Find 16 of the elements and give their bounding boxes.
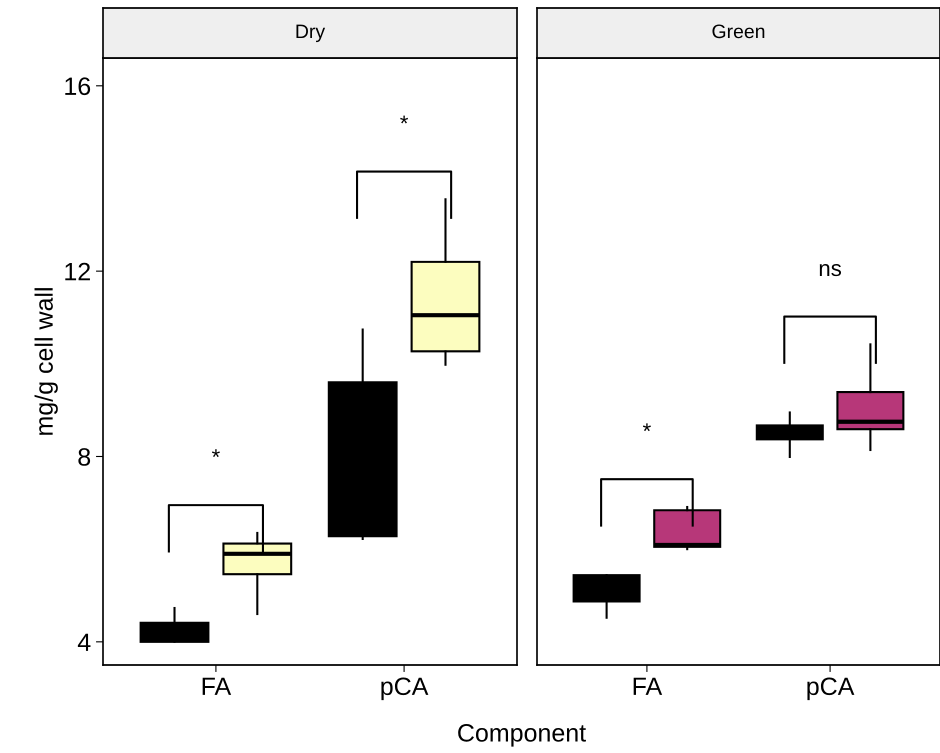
x-axis-title: Component: [458, 724, 586, 747]
x-tick-label: pCA: [381, 677, 428, 700]
x-tick-label: FA: [202, 678, 232, 695]
chart-title: Dry: [296, 24, 326, 42]
x-tick-label: FA: [634, 678, 662, 695]
y-tick-label: 4: [78, 634, 90, 651]
y-axis-title: mg/g cell wall: [34, 288, 58, 435]
annotation: *: [400, 116, 408, 124]
annotation: ns: [820, 264, 842, 276]
y-tick-label: 16: [65, 77, 90, 96]
annotation: *: [642, 423, 651, 432]
y-tick-label: 8: [78, 448, 90, 466]
annotation: *: [212, 449, 220, 458]
x-tick-label: pCA: [807, 677, 854, 700]
chart-title: Green: [712, 24, 764, 38]
y-tick-label: 12: [65, 262, 90, 280]
